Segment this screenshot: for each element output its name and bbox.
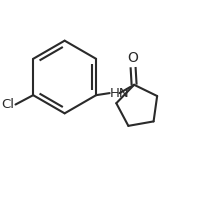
Text: HN: HN bbox=[110, 87, 130, 100]
Text: Cl: Cl bbox=[1, 98, 14, 111]
Text: O: O bbox=[128, 51, 139, 65]
